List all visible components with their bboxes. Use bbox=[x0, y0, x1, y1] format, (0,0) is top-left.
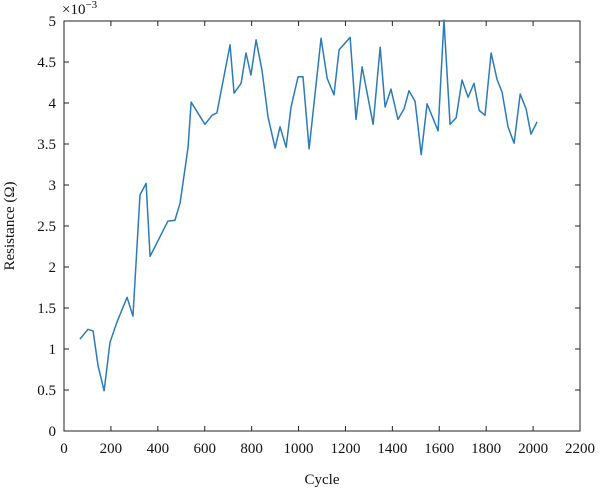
x-tick-label: 200 bbox=[100, 441, 123, 457]
y-tick-label: 0.5 bbox=[37, 383, 56, 399]
y-multiplier: ×10−3 bbox=[62, 0, 98, 18]
y-tick-label: 2 bbox=[49, 260, 57, 276]
y-multiplier-exponent: −3 bbox=[85, 0, 97, 11]
x-axis-label: Cycle bbox=[305, 472, 340, 488]
y-tick-label: 1 bbox=[49, 342, 57, 358]
y-tick-label: 4 bbox=[49, 96, 57, 112]
x-tick-label: 1400 bbox=[377, 441, 407, 457]
x-tick-label: 1200 bbox=[330, 441, 360, 457]
x-tick-label: 1000 bbox=[284, 441, 314, 457]
x-tick-label: 2000 bbox=[518, 441, 548, 457]
x-tick-label: 400 bbox=[147, 441, 170, 457]
x-tick-label: 1600 bbox=[424, 441, 454, 457]
x-tick-label: 2200 bbox=[565, 441, 595, 457]
y-axis-label: Resistance (Ω) bbox=[2, 181, 18, 270]
data-line bbox=[79, 19, 538, 392]
y-tick-label: 3 bbox=[49, 178, 57, 194]
y-tick-label: 1.5 bbox=[37, 301, 56, 317]
y-tick-label: 5 bbox=[49, 14, 57, 30]
x-tick-label: 600 bbox=[193, 441, 216, 457]
y-tick-label: 3.5 bbox=[37, 137, 56, 153]
y-multiplier-base: ×10 bbox=[62, 2, 85, 18]
y-tick-label: 2.5 bbox=[37, 219, 56, 235]
x-tick-label: 0 bbox=[60, 441, 68, 457]
plot-frame bbox=[63, 20, 581, 432]
x-tick-label: 800 bbox=[240, 441, 263, 457]
y-tick-label: 4.5 bbox=[37, 55, 56, 71]
y-tick-label: 0 bbox=[49, 424, 57, 440]
x-tick-label: 1800 bbox=[471, 441, 501, 457]
